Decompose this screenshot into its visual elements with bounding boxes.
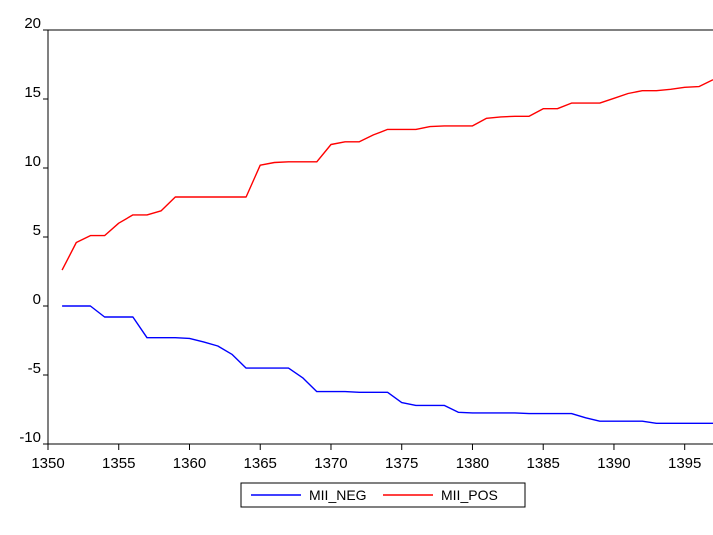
y-tick-label: 5 (33, 222, 41, 239)
x-tick-label: 1380 (456, 455, 489, 472)
x-tick-label: 1395 (668, 455, 701, 472)
x-tick-label: 1390 (597, 455, 630, 472)
x-tick-label: 1375 (385, 455, 418, 472)
x-tick-label: 1360 (173, 455, 206, 472)
x-tick-label: 1350 (31, 455, 64, 472)
y-tick-label: 10 (24, 153, 41, 170)
x-tick-label: 1385 (527, 455, 560, 472)
series-line-mii-neg (62, 305, 713, 424)
x-tick-label: 1355 (102, 455, 135, 472)
legend: MII_NEG MII_POS (240, 482, 526, 508)
legend-label: MII_NEG (309, 487, 367, 503)
y-tick-label: -10 (19, 429, 41, 446)
axis-ticks: -10 -5 0 5 10 15 20 1350 1355 1360 1365 1370 1375 138… (19, 15, 701, 472)
series-line-mii-pos (61, 79, 713, 271)
series-lines (61, 79, 713, 424)
x-tick-label: 1365 (244, 455, 277, 472)
y-tick-label: 20 (24, 15, 41, 32)
y-tick-label: -5 (28, 360, 41, 377)
legend-label: MII_POS (441, 487, 498, 503)
y-tick-label: 0 (33, 291, 41, 308)
plot-frame (47, 29, 713, 445)
x-tick-label: 1370 (314, 455, 347, 472)
y-tick-label: 15 (24, 84, 41, 101)
